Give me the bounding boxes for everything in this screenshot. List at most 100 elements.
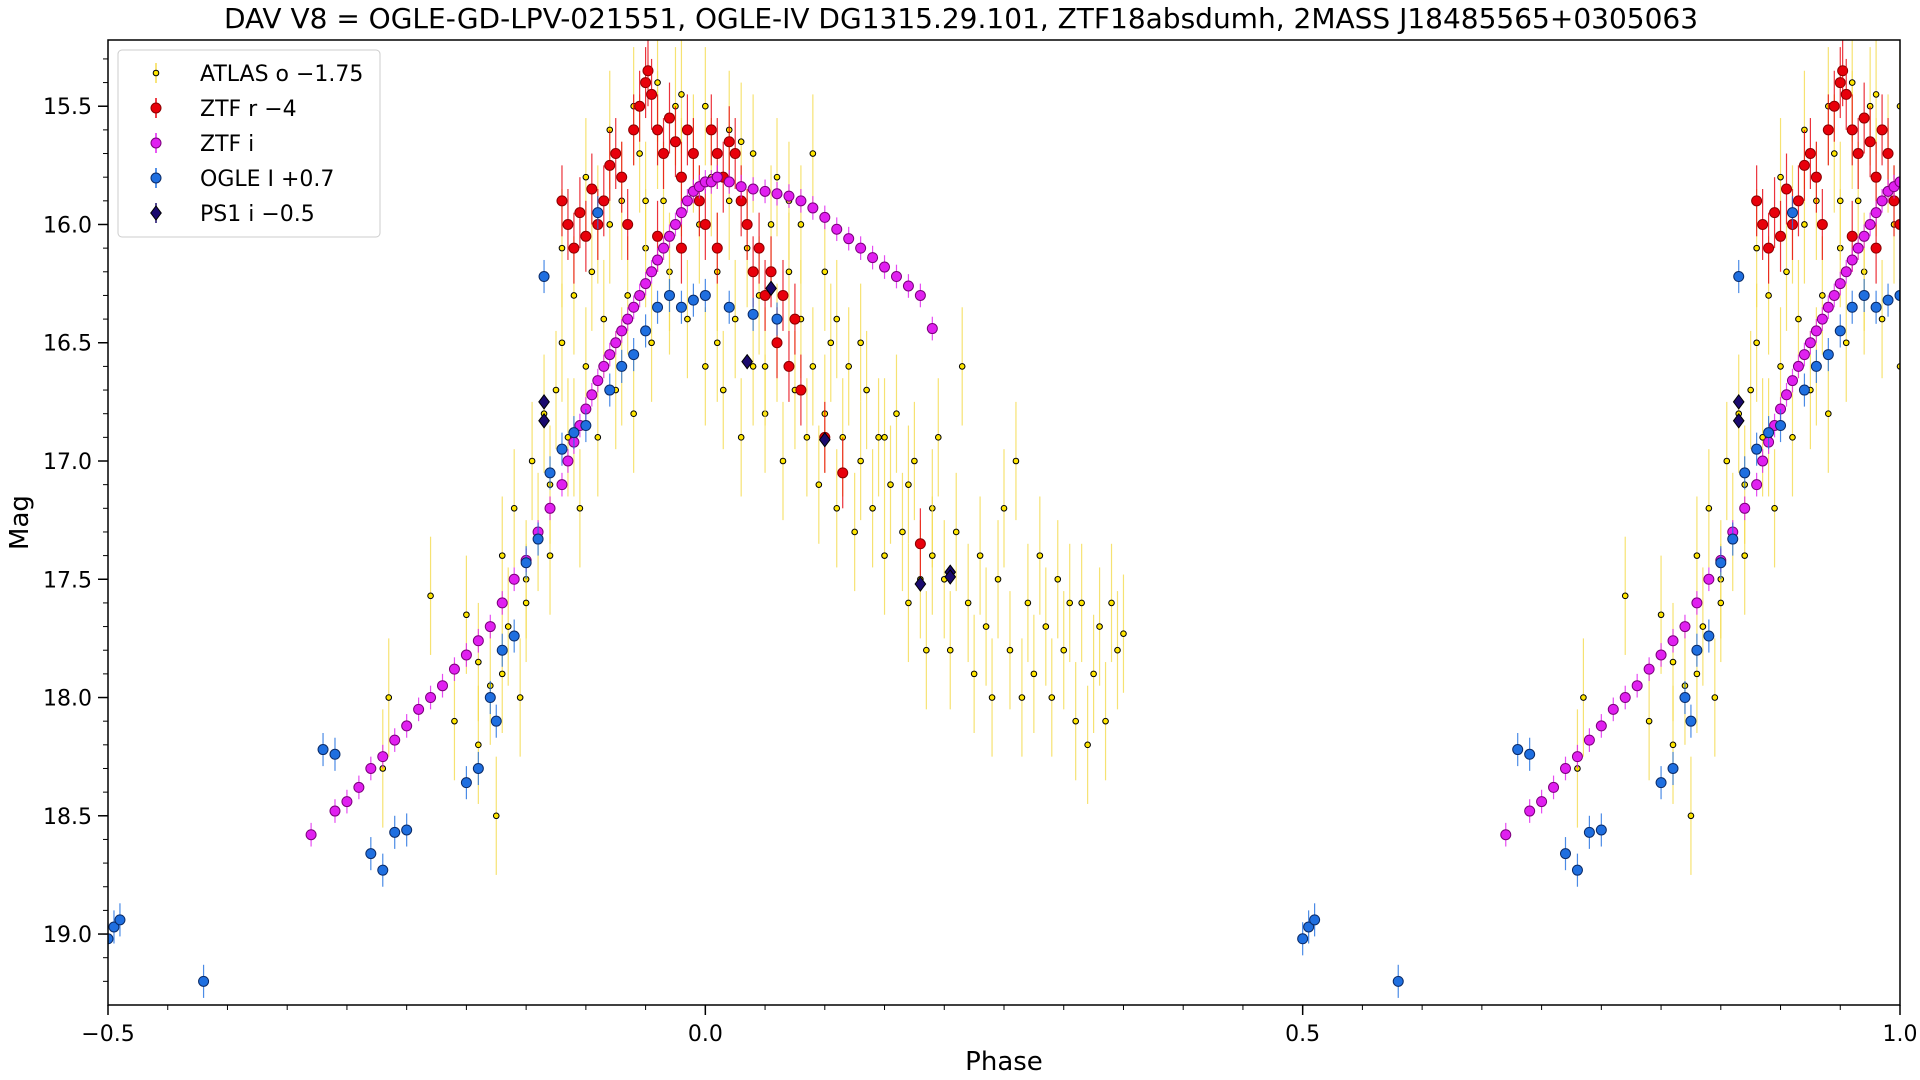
data-point — [952, 528, 960, 536]
data-point — [926, 323, 938, 335]
data-point — [1878, 315, 1886, 323]
data-point — [646, 88, 658, 100]
data-point — [725, 197, 733, 205]
data-point — [652, 254, 664, 266]
data-point — [1571, 751, 1583, 763]
data-point — [329, 748, 341, 760]
data-point — [1783, 268, 1790, 276]
data-point — [660, 197, 667, 205]
data-point — [1669, 741, 1677, 749]
chart-title: DAV V8 = OGLE-GD-LPV-021551, OGLE-IV DG1… — [224, 2, 1698, 35]
data-point — [869, 505, 876, 512]
data-point — [1830, 150, 1838, 157]
data-point — [713, 339, 721, 347]
data-point — [731, 315, 739, 323]
data-point — [675, 242, 687, 254]
data-point — [729, 148, 741, 160]
x-tick-label: −0.5 — [81, 1022, 134, 1047]
data-point — [1810, 325, 1822, 337]
axes: −0.5 0.0 0.5 1.0 15.5 16.0 16.5 17.0 17.5 18.0 18.… — [43, 58, 1918, 1047]
data-point — [1595, 824, 1607, 836]
data-point — [592, 207, 604, 219]
data-point — [1903, 174, 1909, 180]
data-point — [1732, 394, 1745, 410]
data-point — [317, 744, 329, 756]
data-point — [1054, 575, 1062, 583]
data-point — [1798, 384, 1810, 396]
data-point — [341, 796, 353, 808]
data-point — [723, 301, 735, 313]
data-point — [914, 289, 926, 301]
data-point — [389, 826, 401, 838]
data-point — [1840, 266, 1852, 278]
legend-marker — [150, 102, 162, 114]
data-point — [1801, 221, 1808, 228]
data-point — [616, 325, 628, 337]
y-tick-label: 18.5 — [43, 805, 92, 830]
data-point — [604, 159, 616, 171]
data-point — [681, 124, 693, 136]
data-point — [604, 349, 616, 361]
data-point — [652, 230, 664, 242]
legend-marker — [150, 137, 162, 149]
data-point — [914, 576, 927, 592]
data-point — [532, 533, 544, 545]
data-point — [538, 394, 550, 410]
legend-box — [117, 49, 381, 238]
data-point — [1559, 848, 1571, 860]
data-point — [771, 337, 783, 349]
data-point — [496, 644, 508, 656]
data-point — [1872, 91, 1880, 98]
data-point — [759, 289, 771, 301]
data-point — [867, 252, 879, 264]
data-point — [401, 824, 413, 836]
data-point — [899, 528, 906, 536]
data-point — [562, 218, 574, 230]
data-point — [1870, 171, 1882, 183]
data-point — [905, 599, 912, 607]
data-point — [711, 171, 723, 183]
data-point — [1685, 715, 1697, 727]
data-point — [413, 703, 425, 715]
data-point — [1733, 271, 1745, 283]
data-point — [498, 670, 506, 678]
data-point — [958, 363, 966, 370]
data-point — [875, 434, 882, 441]
data-point — [510, 505, 518, 512]
data-point — [970, 670, 978, 678]
data-point — [558, 339, 566, 347]
data-point — [684, 315, 691, 323]
legend-marker — [150, 172, 162, 184]
data-point — [1309, 914, 1321, 926]
data-point — [946, 646, 954, 654]
data-point — [988, 694, 996, 701]
data-point — [1852, 148, 1864, 160]
data-point — [640, 278, 652, 290]
data-point — [1840, 88, 1852, 100]
data-point — [807, 202, 819, 214]
data-point — [964, 599, 972, 607]
data-point — [606, 221, 614, 228]
data-point — [1030, 670, 1038, 678]
data-point — [1792, 360, 1804, 372]
data-point — [582, 363, 590, 370]
data-point — [1583, 734, 1595, 746]
series-4 — [538, 280, 1745, 592]
data-point — [1792, 195, 1804, 207]
data-point — [893, 410, 900, 418]
data-point — [516, 694, 524, 701]
data-point — [1084, 741, 1091, 749]
data-point — [1825, 410, 1832, 418]
data-point — [568, 427, 580, 439]
data-point — [719, 386, 727, 394]
data-point — [1789, 434, 1796, 441]
data-point — [767, 221, 775, 228]
data-point — [1846, 124, 1858, 136]
data-point — [879, 261, 891, 273]
data-point — [1907, 149, 1917, 159]
data-point — [305, 829, 317, 841]
data-point — [669, 136, 681, 148]
data-point — [508, 630, 520, 642]
series-3 — [108, 196, 1900, 998]
data-point — [522, 599, 530, 607]
